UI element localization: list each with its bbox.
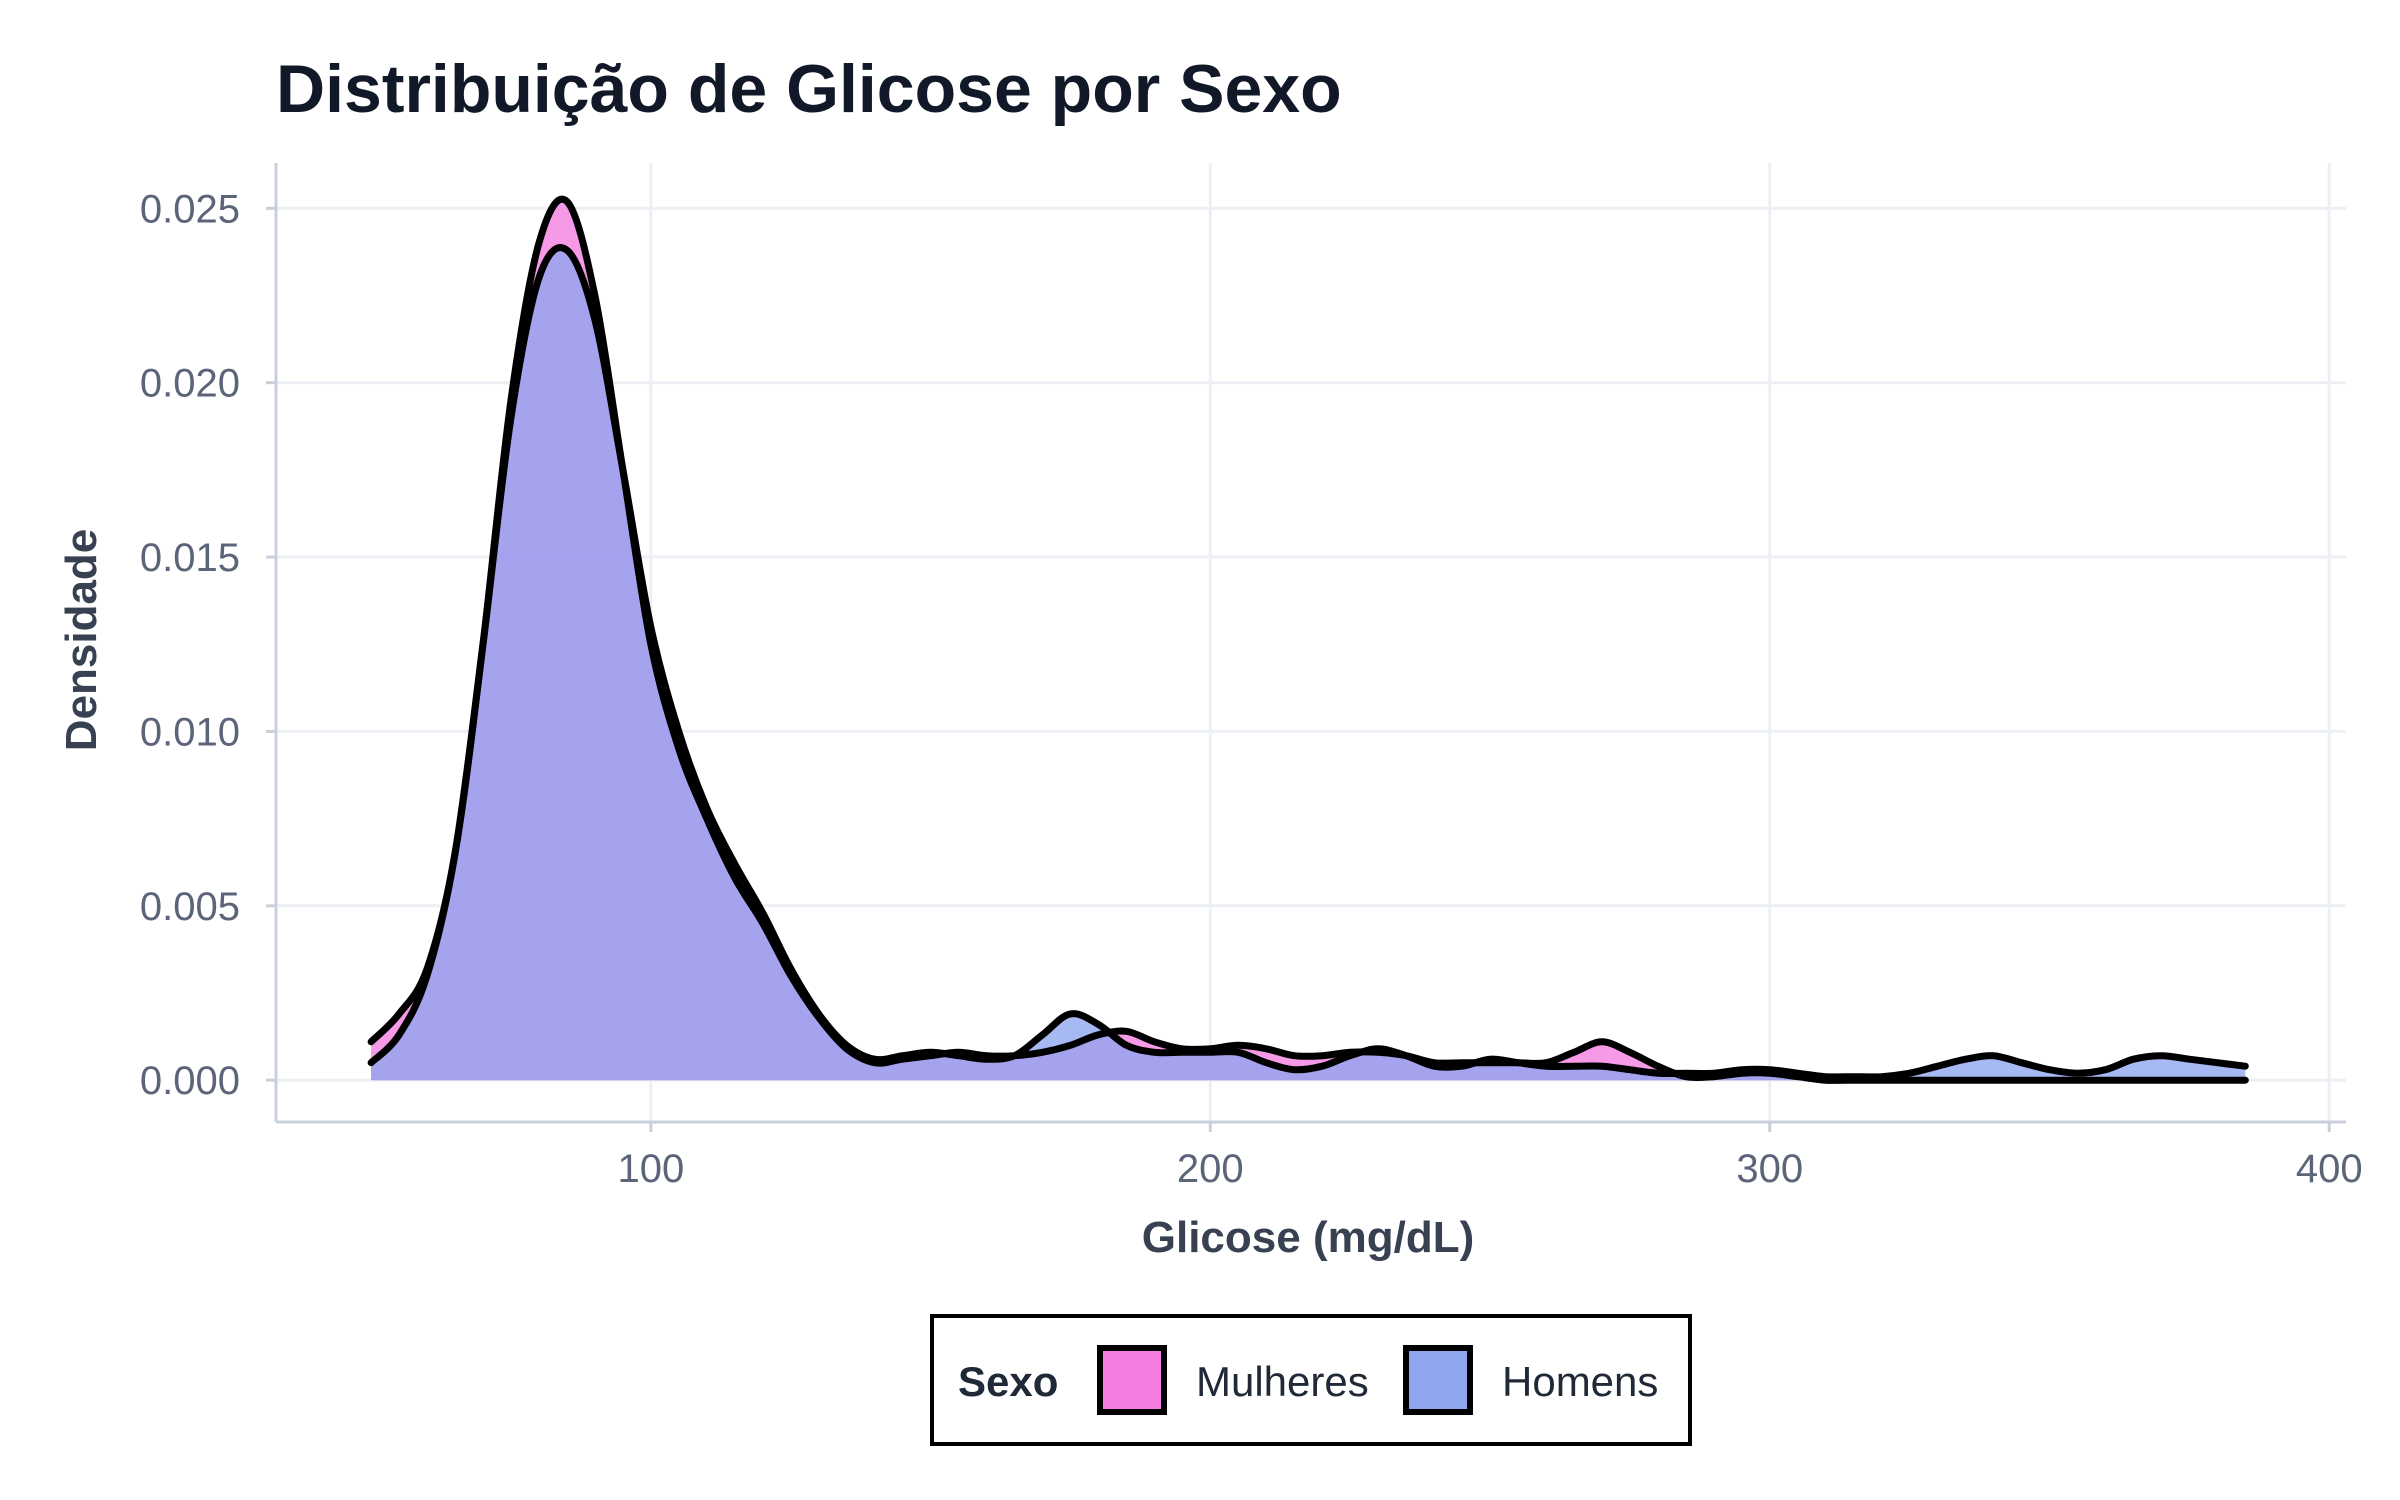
x-axis-title: Glicose (mg/dL) xyxy=(1142,1213,1474,1262)
legend-label-mulheres: Mulheres xyxy=(1196,1358,1369,1405)
y-tick-label: 0.020 xyxy=(140,362,240,406)
y-tick-label: 0.025 xyxy=(140,187,240,231)
y-tick-label: 0.000 xyxy=(140,1059,240,1103)
legend-label-homens: Homens xyxy=(1502,1358,1658,1405)
x-tick-label: 300 xyxy=(1736,1147,1803,1191)
y-axis-title: Densidade xyxy=(57,529,106,752)
x-tick-label: 200 xyxy=(1177,1147,1244,1191)
legend-swatch-mulheres xyxy=(1100,1348,1164,1412)
y-tick-label: 0.005 xyxy=(140,885,240,929)
legend-swatch-homens xyxy=(1406,1348,1470,1412)
y-tick-label: 0.015 xyxy=(140,536,240,580)
legend-title: Sexo xyxy=(958,1358,1058,1405)
chart-title: Distribuição de Glicose por Sexo xyxy=(276,51,1342,127)
y-tick-label: 0.010 xyxy=(140,710,240,754)
x-tick-label: 100 xyxy=(617,1147,684,1191)
legend: Sexo Mulheres Homens xyxy=(932,1316,1690,1444)
x-tick-label: 400 xyxy=(2296,1147,2363,1191)
